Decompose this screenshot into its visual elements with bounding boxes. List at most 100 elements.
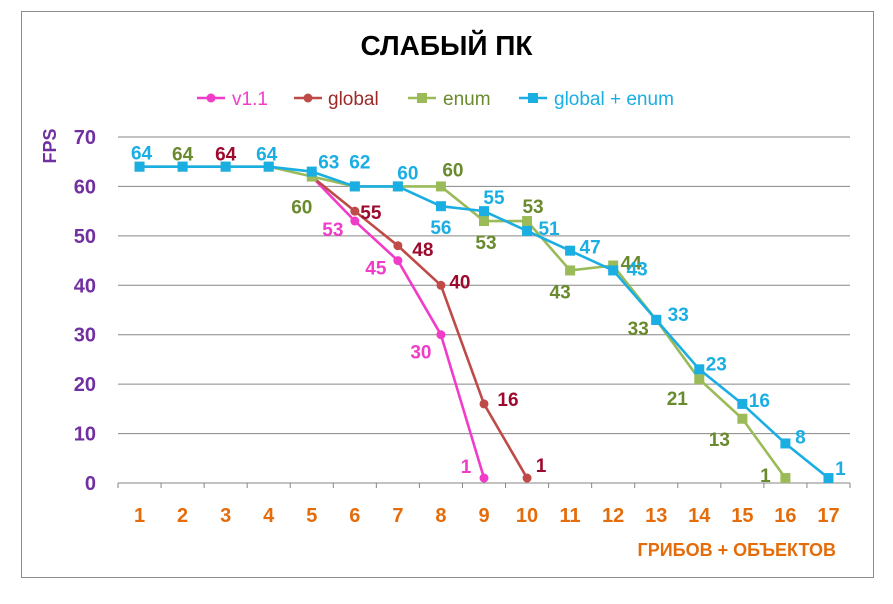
y-tick-label: 0 xyxy=(85,473,96,495)
data-label: 40 xyxy=(449,272,470,293)
data-point xyxy=(350,206,360,216)
data-label: 60 xyxy=(397,163,418,184)
data-label: 64 xyxy=(256,145,278,166)
data-point xyxy=(780,438,791,449)
data-point xyxy=(435,201,446,212)
data-point xyxy=(694,374,705,385)
data-point xyxy=(349,181,360,192)
legend-label: v1.1 xyxy=(232,89,268,110)
data-label: 51 xyxy=(538,219,560,240)
data-point xyxy=(177,161,188,172)
data-label: 64 xyxy=(131,144,153,165)
y-tick-label: 40 xyxy=(74,275,96,297)
data-point xyxy=(436,280,446,290)
data-label: 13 xyxy=(709,430,730,451)
data-label: 1 xyxy=(536,456,547,477)
data-label: 33 xyxy=(668,305,689,326)
x-tick-label: 5 xyxy=(306,505,317,527)
data-point xyxy=(737,398,748,409)
legend-marker xyxy=(417,93,427,103)
x-tick-label: 12 xyxy=(602,505,624,527)
data-point xyxy=(435,181,446,192)
x-tick-label: 2 xyxy=(177,505,188,527)
data-point xyxy=(522,225,533,236)
data-point xyxy=(522,216,533,227)
data-label: 55 xyxy=(360,203,382,224)
y-tick-label: 20 xyxy=(74,374,96,396)
data-point xyxy=(392,181,403,192)
x-tick-label: 14 xyxy=(688,505,711,527)
x-tick-label: 8 xyxy=(435,505,446,527)
data-point xyxy=(608,265,619,276)
chart-title: СЛАБЫЙ ПК xyxy=(360,30,533,61)
data-point xyxy=(479,473,489,483)
data-label: 1 xyxy=(835,459,846,480)
data-label: 60 xyxy=(442,160,463,181)
y-axis-label: FPS xyxy=(40,128,60,163)
y-tick-label: 60 xyxy=(74,176,96,198)
data-point xyxy=(565,265,576,276)
data-label: 53 xyxy=(322,220,343,241)
data-label: 44 xyxy=(621,254,643,275)
data-label: 16 xyxy=(497,390,518,411)
data-label: 60 xyxy=(291,197,312,218)
data-label: 16 xyxy=(749,391,770,412)
y-tick-label: 30 xyxy=(74,325,96,347)
data-label: 63 xyxy=(318,153,339,174)
data-point xyxy=(780,473,791,484)
x-axis-label: ГРИБОВ + ОБЪЕКТОВ xyxy=(638,540,837,560)
x-tick-label: 13 xyxy=(645,505,667,527)
data-point xyxy=(694,364,705,375)
data-point xyxy=(479,399,489,409)
legend-marker xyxy=(303,93,313,103)
data-point xyxy=(220,161,231,172)
x-tick-label: 9 xyxy=(478,505,489,527)
x-tick-label: 3 xyxy=(220,505,231,527)
data-label: 53 xyxy=(475,233,496,254)
data-label: 55 xyxy=(483,188,505,209)
data-label: 1 xyxy=(461,457,472,478)
data-label: 53 xyxy=(522,197,543,218)
y-tick-label: 70 xyxy=(74,127,96,149)
data-point xyxy=(393,241,403,251)
series-line-2 xyxy=(310,175,529,479)
x-tick-label: 4 xyxy=(263,505,275,527)
y-tick-label: 50 xyxy=(74,226,96,248)
x-tick-label: 11 xyxy=(560,505,581,527)
y-tick-label: 10 xyxy=(74,424,96,446)
data-point xyxy=(565,245,576,256)
data-label: 43 xyxy=(627,259,648,280)
data-point xyxy=(393,256,403,266)
data-point xyxy=(479,206,489,217)
legend-label: enum xyxy=(443,89,491,110)
data-point xyxy=(436,330,446,340)
x-tick-label: 6 xyxy=(349,505,360,527)
data-label: 48 xyxy=(412,240,433,261)
legend-label: global + enum xyxy=(554,89,674,110)
data-label: 56 xyxy=(430,218,451,239)
legend-marker xyxy=(528,93,538,103)
data-label: 45 xyxy=(365,259,387,280)
data-label: 8 xyxy=(795,427,806,448)
data-label: 21 xyxy=(667,389,689,410)
x-tick-label: 7 xyxy=(392,505,403,527)
data-point xyxy=(350,216,360,226)
data-label: 23 xyxy=(706,354,727,375)
x-tick-label: 10 xyxy=(516,505,538,527)
data-label: 47 xyxy=(580,238,601,259)
data-label: 64 xyxy=(215,145,237,166)
x-tick-label: 15 xyxy=(731,505,753,527)
x-tick-label: 1 xyxy=(134,505,145,527)
data-point xyxy=(737,413,748,424)
x-tick-label: 16 xyxy=(774,505,796,527)
data-point xyxy=(134,161,145,172)
data-label: 30 xyxy=(410,343,431,364)
data-point xyxy=(263,161,274,172)
legend-marker xyxy=(206,93,216,103)
data-point xyxy=(522,473,532,483)
data-label: 62 xyxy=(349,153,370,174)
data-point xyxy=(306,166,317,177)
data-point xyxy=(823,473,834,484)
data-label: 1 xyxy=(760,466,771,487)
